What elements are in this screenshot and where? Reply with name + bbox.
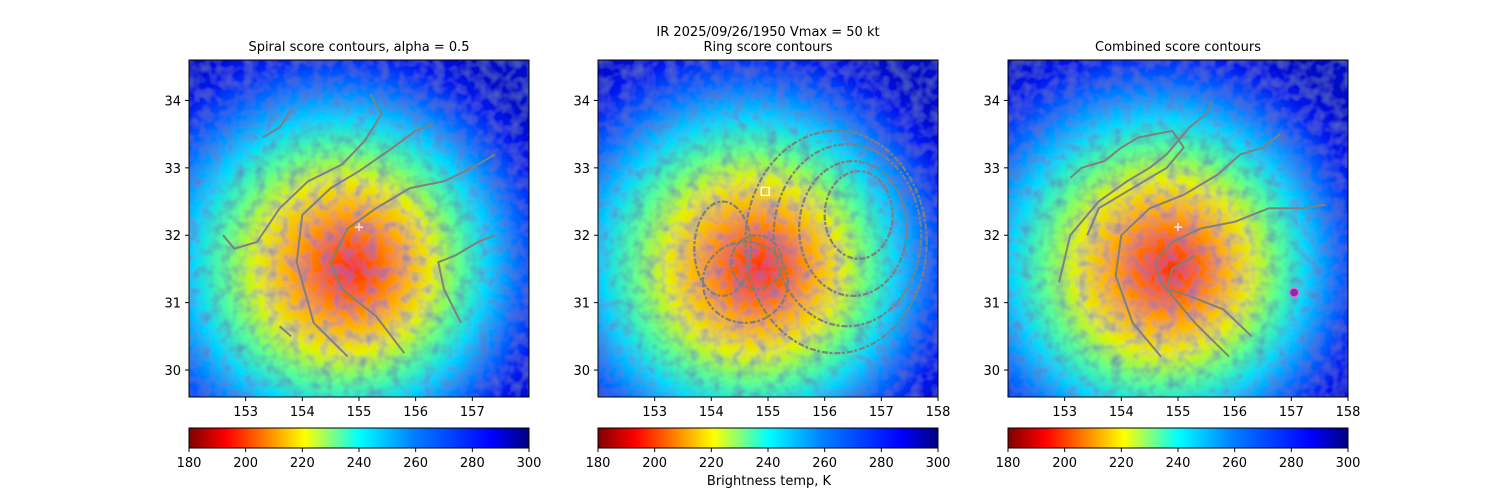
ring-center-square-marker: [760, 186, 770, 197]
x-tick-label: 153: [642, 405, 667, 420]
colorbar-tick-label: 280: [869, 456, 894, 471]
ring-contour-6: [693, 200, 753, 298]
colorbar-tick-label: 260: [403, 456, 428, 471]
contour-line-5: [437, 234, 496, 324]
panel-title: Spiral score contours, alpha = 0.5: [248, 40, 469, 55]
x-tick-label: 157: [869, 405, 894, 420]
x-tick-label: 154: [290, 405, 315, 420]
colorbar-tick-label: 300: [1336, 456, 1361, 471]
x-tick-label: 157: [1279, 405, 1304, 420]
y-tick-label: 31: [164, 297, 181, 312]
contour-line-1: [1058, 100, 1213, 283]
y-tick-label: 34: [164, 94, 181, 109]
contour-line-0: [1069, 129, 1185, 236]
brightness-field: [598, 60, 938, 397]
y-tick-label: 32: [164, 229, 181, 244]
colorbar-tick-label: 240: [1166, 456, 1191, 471]
combined-center-circle-marker: [1289, 287, 1300, 298]
ring-contour-5: [730, 234, 784, 291]
y-tick-label: 33: [573, 162, 590, 177]
contour-line-0: [262, 110, 292, 139]
colorbar-label: Brightness temp, K: [707, 474, 832, 489]
y-tick-label: 33: [983, 162, 1000, 177]
colorbar-tick-label: 200: [1052, 456, 1077, 471]
y-tick-label: 34: [573, 94, 590, 109]
colorbar-tick-label: 300: [926, 456, 951, 471]
panel-combined-score: Combined score contours 153 154 155 156 157 15…: [983, 40, 1360, 471]
colorbar-tick-label: 200: [642, 456, 667, 471]
panel-title: Ring score contours: [703, 40, 832, 55]
colorbar-tick-label: 240: [756, 456, 781, 471]
x-tick-label: 154: [1109, 405, 1134, 420]
y-tick-label: 31: [983, 297, 1000, 312]
y-tick-label: 30: [983, 364, 1000, 379]
y-tick-label: 32: [983, 229, 1000, 244]
colorbar-tick-label: 280: [1279, 456, 1304, 471]
ring-contour-2: [798, 160, 908, 298]
y-tick-label: 33: [164, 162, 181, 177]
x-tick-label: 156: [812, 405, 837, 420]
contour-line-1: [222, 93, 383, 250]
panel-spiral-score: Spiral score contours, alpha = 0.5 153 154…: [164, 40, 541, 471]
x-tick-label: 156: [403, 405, 428, 420]
colorbar: [188, 427, 530, 449]
colorbar-tick-label: 240: [347, 456, 372, 471]
colorbar-tick-label: 180: [586, 456, 611, 471]
ring-contour-1: [772, 143, 923, 328]
x-tick-label: 153: [233, 405, 258, 420]
x-tick-label: 158: [926, 405, 951, 420]
ring-contour-3: [823, 170, 894, 260]
x-tick-label: 158: [1336, 405, 1361, 420]
colorbar-tick-label: 260: [812, 456, 837, 471]
colorbar-tick-label: 220: [1109, 456, 1134, 471]
colorbar-tick-label: 280: [460, 456, 485, 471]
colorbar-tick-label: 220: [290, 456, 315, 471]
x-tick-label: 156: [1222, 405, 1247, 420]
colorbar-tick-label: 260: [1222, 456, 1247, 471]
contour-line-4: [1165, 254, 1253, 338]
y-tick-label: 34: [983, 94, 1000, 109]
panel-title: Combined score contours: [1095, 40, 1261, 55]
panel-ring-score: Ring score contours 153 154 155 156 157 158 30 3…: [573, 40, 950, 471]
y-tick-label: 31: [573, 297, 590, 312]
colorbar-tick-label: 200: [233, 456, 258, 471]
x-tick-label: 155: [1166, 405, 1191, 420]
y-tick-label: 30: [573, 364, 590, 379]
colorbar: [1007, 427, 1349, 449]
center-cross-marker: [1174, 223, 1182, 232]
figure-suptitle-line: IR 2025/09/26/1950 Vmax = 50 kt: [656, 25, 879, 40]
contour-line-2: [279, 325, 292, 338]
y-tick-label: 30: [164, 364, 181, 379]
y-tick-label: 32: [573, 229, 590, 244]
x-tick-label: 155: [756, 405, 781, 420]
colorbar-tick-label: 300: [517, 456, 542, 471]
x-tick-label: 157: [460, 405, 485, 420]
x-tick-label: 153: [1052, 405, 1077, 420]
contour-line-3: [295, 123, 434, 358]
colorbar-tick-label: 180: [177, 456, 202, 471]
colorbar-tick-label: 220: [699, 456, 724, 471]
center-cross-marker: [355, 223, 363, 232]
colorbar-tick-label: 180: [996, 456, 1021, 471]
x-tick-label: 155: [347, 405, 372, 420]
contour-line-4: [329, 153, 496, 354]
contour-line-3: [1154, 203, 1326, 358]
x-tick-label: 154: [699, 405, 724, 420]
colorbar: [597, 427, 939, 449]
contour-line-2: [1114, 133, 1281, 358]
